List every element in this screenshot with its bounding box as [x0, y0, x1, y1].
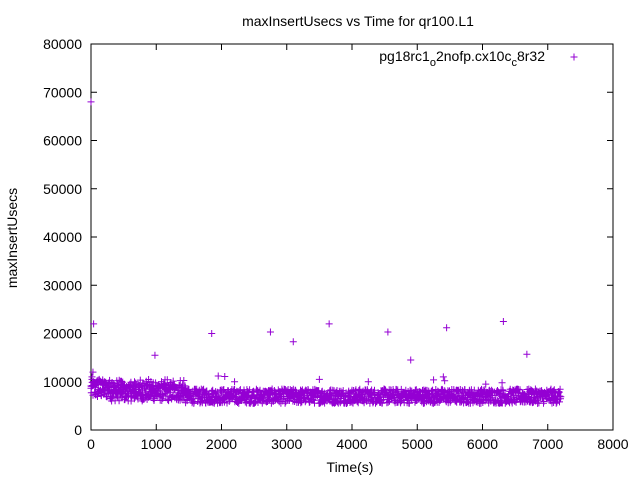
- data-point: [498, 379, 506, 387]
- x-tick-label: 6000: [467, 436, 498, 452]
- legend: pg18rc1o2nofp.cx10cc8r32: [379, 48, 578, 69]
- y-tick-label: 70000: [43, 84, 82, 100]
- data-point: [523, 350, 531, 358]
- data-point: [384, 328, 392, 336]
- legend-entry-label: pg18rc1o2nofp.cx10cc8r32: [379, 48, 545, 69]
- data-point: [87, 98, 95, 106]
- x-tick-label: 7000: [532, 436, 563, 452]
- legend-plus-marker: [570, 53, 578, 61]
- data-point: [208, 330, 216, 337]
- data-point: [441, 377, 449, 385]
- data-point: [151, 351, 159, 359]
- y-tick-label: 20000: [43, 326, 82, 342]
- data-point: [430, 376, 438, 384]
- data-point: [90, 320, 98, 328]
- y-axis-label: maxInsertUsecs: [4, 188, 20, 288]
- x-tick-label: 2000: [206, 436, 237, 452]
- tick-labels: 0 1000 2000 3000 4000 5000 6000 7000 80000100002…: [43, 36, 629, 452]
- data-points: [87, 98, 565, 407]
- chart-title: maxInsertUsecs vs Time for qr100.L1: [242, 13, 474, 29]
- y-tick-label: 30000: [43, 277, 82, 293]
- data-point: [439, 373, 447, 381]
- x-tick-label: 5000: [402, 436, 433, 452]
- data-point: [325, 320, 333, 328]
- x-tick-label: 1000: [141, 436, 172, 452]
- data-point: [407, 356, 415, 364]
- data-point: [231, 378, 239, 386]
- data-point: [289, 338, 297, 346]
- data-point: [443, 324, 451, 332]
- y-tick-label: 50000: [43, 181, 82, 197]
- legend-marker: [570, 53, 578, 61]
- y-tick-label: 80000: [43, 36, 82, 52]
- y-tick-label: 0: [74, 422, 82, 438]
- x-tick-label: 3000: [271, 436, 302, 452]
- x-tick-label: 4000: [336, 436, 367, 452]
- x-tick-label: 0: [87, 436, 95, 452]
- data-point: [482, 380, 490, 388]
- data-point: [315, 375, 323, 383]
- y-tick-label: 40000: [43, 229, 82, 245]
- x-tick-label: 8000: [597, 436, 628, 452]
- data-point: [499, 317, 507, 325]
- y-tick-label: 60000: [43, 133, 82, 149]
- data-point: [266, 328, 274, 336]
- plot-border: [90, 43, 614, 431]
- data-point: [364, 378, 372, 386]
- y-tick-label: 10000: [43, 374, 82, 390]
- data-point: [221, 372, 229, 380]
- axes-frame: [90, 43, 614, 431]
- x-axis-label: Time(s): [327, 459, 374, 475]
- series-band-points: [87, 375, 565, 407]
- data-point: [88, 373, 96, 381]
- data-point: [214, 372, 222, 380]
- data-point: [89, 368, 97, 376]
